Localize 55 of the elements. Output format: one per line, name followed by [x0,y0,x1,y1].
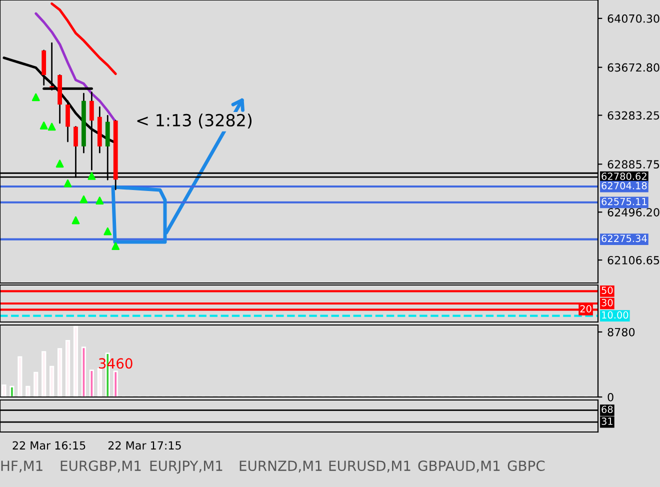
bar [73,326,78,397]
text: EURNZD,M1 [240,460,322,472]
line-series [50,2,117,76]
ref-line-label: 50 [602,286,613,294]
bar [42,351,46,397]
bar [18,356,22,397]
text: EURJPY,M1 [150,460,222,474]
y-tick-label: 8780 [608,328,635,336]
ref-line-label: 31 [602,418,612,425]
bar [26,386,30,397]
point [80,195,88,204]
point [32,93,40,102]
bar [81,346,86,397]
bar [113,370,118,397]
text: GBPAUD,M1 [418,460,500,472]
y-tick-label: 63672.80 [608,63,660,72]
point [64,179,72,188]
y-tick-label: 62885.75 [608,160,660,169]
point [56,160,64,168]
y-tick-label: 0 [608,392,614,402]
point [104,227,112,236]
point [96,196,104,205]
x-tick-label: 22 Mar 17:15 [108,441,181,450]
bar [34,372,38,397]
line-series [34,12,117,124]
point [112,242,120,250]
bar [65,340,70,397]
point [48,122,56,131]
y-tick-label: 63283.25 [608,111,660,120]
ref-line-label: 68 [602,406,613,414]
text: EURGBP,M1 [60,460,141,472]
bar [10,386,14,397]
annotation: < 1:13 (3282) [137,114,252,128]
ref-line-label: 62704.18 [602,182,647,190]
point [88,172,96,180]
ref-line-label: 30 [602,298,613,306]
bar [50,366,54,397]
bar [58,348,62,397]
ref-line-label: 62780.62 [602,172,646,180]
ref-line-label: 62575.11 [602,198,646,206]
y-tick-label: 62496.20 [608,208,660,216]
text: GBPC [508,460,545,472]
bar [2,384,6,397]
y-tick-label: 64070.30 [608,14,660,23]
point [40,122,48,130]
x-tick-label: 22 Mar 16:15 [12,441,86,450]
point [72,216,80,224]
bar [89,370,94,397]
text: EURUSD,M1 [329,460,410,472]
ref-line-label: 62275.34 [602,234,647,242]
y-tick-label: 62106.65 [608,256,660,264]
bar [97,368,102,397]
text: HF,M1 [1,460,42,472]
ref-line-label: 10.00 [602,311,628,319]
ref-line-label: 20 [580,305,592,312]
